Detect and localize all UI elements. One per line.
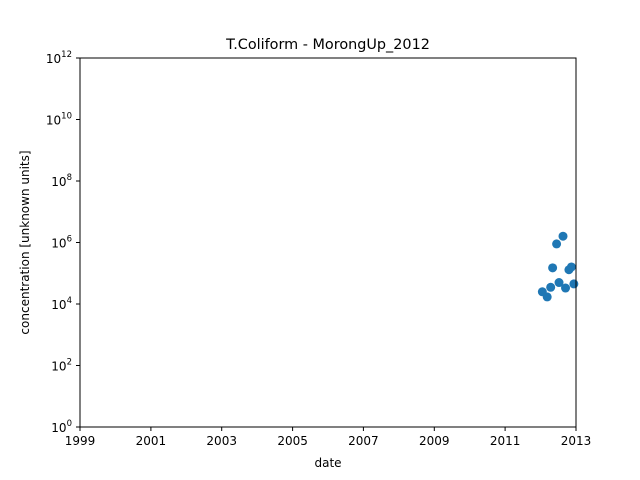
y-tick-label: 106 (51, 235, 72, 251)
data-point (548, 263, 558, 273)
y-tick-label: 102 (51, 358, 72, 374)
x-tick-label: 2009 (419, 434, 450, 448)
y-axis-ticks: 100 102 104 106 108 1010 1012 (46, 50, 80, 435)
plot-area (80, 58, 576, 427)
x-axis-ticks: 1999 2001 2003 2005 2007 2009 2011 2013 (65, 427, 592, 448)
x-tick-label: 2005 (277, 434, 308, 448)
y-tick-label: 1012 (46, 50, 72, 66)
x-tick-label: 2013 (561, 434, 592, 448)
data-point (554, 278, 564, 288)
x-tick-label: 2001 (136, 434, 167, 448)
x-tick-label: 1999 (65, 434, 96, 448)
y-tick-label: 104 (51, 296, 72, 312)
x-tick-label: 2011 (490, 434, 521, 448)
data-point (561, 283, 571, 293)
data-point (569, 279, 579, 289)
y-tick-label: 100 (51, 419, 72, 435)
data-point (566, 262, 576, 272)
y-axis-label: concentration [unknown units] (18, 150, 32, 334)
data-point (546, 282, 556, 292)
x-axis-label: date (314, 456, 341, 470)
y-tick-label: 1010 (46, 112, 72, 128)
plot-frame (79, 57, 577, 428)
y-tick-label: 108 (51, 173, 72, 189)
x-tick-label: 2003 (206, 434, 237, 448)
chart-title: T.Coliform - MorongUp_2012 (225, 37, 430, 53)
data-point (542, 292, 552, 302)
data-point (552, 239, 562, 249)
data-point (558, 231, 568, 241)
x-tick-label: 2007 (348, 434, 379, 448)
